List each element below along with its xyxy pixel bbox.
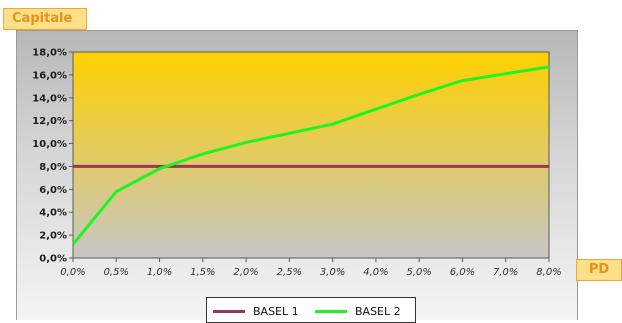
legend-label-basel-2: BASEL 2 [355,305,401,318]
x-tick-label: 0,5% [104,267,129,278]
series-layer [71,65,550,246]
y-tick-label: 4,0% [39,208,67,219]
legend-swatch-basel-2 [315,310,347,313]
x-tick-label: 3,0% [320,267,345,278]
x-tick-label: 6,0% [450,267,475,278]
legend-label-basel-1: BASEL 1 [253,305,299,318]
legend-swatch-basel-1 [213,310,245,313]
x-tick-label: 8,0% [536,267,561,278]
x-axis-ticks: 0,0% 0,5% 1,0% 1,5% 2,0% 2,5% 3,0% 4,0% 5,0% 6,0%… [60,258,562,278]
y-tick-label: 8,0% [39,162,67,173]
plot-area [72,51,550,259]
y-tick-label: 2,0% [39,231,67,242]
y-tick-label: 10,0% [32,139,67,150]
y-tick-label: 14,0% [32,93,67,104]
y-tick-label: 18,0% [32,48,67,59]
x-tick-label: 7,0% [493,267,518,278]
x-tick-label: 5,0% [406,267,431,278]
legend: BASEL 1 BASEL 2 [206,297,416,323]
x-tick-label: 0,0% [60,267,85,278]
y-tick-label: 6,0% [39,185,67,196]
x-tick-label: 4,0% [363,267,388,278]
x-axis-title: PD [576,259,622,281]
x-tick-label: 1,0% [147,267,172,278]
y-tick-label: 16,0% [32,70,67,81]
y-axis-title: Capitale [3,8,87,30]
y-tick-label: 12,0% [32,116,67,127]
x-tick-label: 2,0% [233,267,258,278]
x-tick-label: 2,5% [277,267,302,278]
y-axis-ticks: 0,0% 2,0% 4,0% 6,0% 8,0% 10,0% 12,0% 14,0% 16,0%… [32,48,73,265]
y-tick-label: 0,0% [39,254,67,265]
series-line-basel-2 [71,65,550,246]
x-tick-label: 1,5% [190,267,215,278]
